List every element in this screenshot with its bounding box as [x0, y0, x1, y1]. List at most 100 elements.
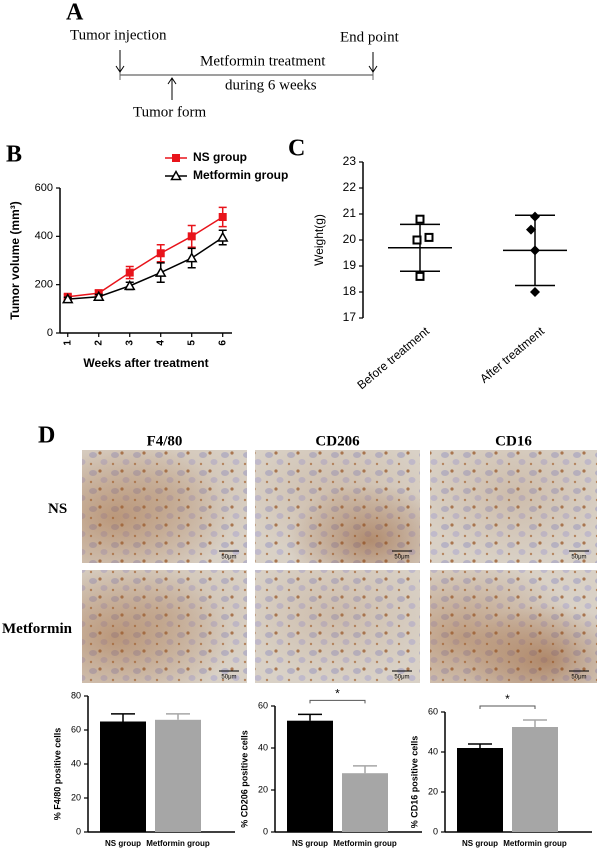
x-tick-label: 1 [62, 340, 73, 346]
stain-overlay [255, 450, 420, 563]
legend-label: Metformin group [193, 168, 288, 182]
y-tick-label: 23 [343, 154, 357, 168]
scale-bar-label: 50μm [394, 555, 409, 561]
timeline-label: Metformin treatment [200, 53, 326, 69]
y-tick-label: 60 [71, 724, 81, 734]
marker [415, 271, 425, 281]
series-line [67, 236, 224, 300]
significance-label: * [335, 687, 340, 701]
y-tick-label: 80 [71, 690, 81, 700]
y-tick-label: 20 [343, 232, 357, 246]
error-bar [468, 743, 492, 748]
significance-bracket [309, 699, 366, 704]
stain-overlay [82, 570, 247, 683]
y-tick-label: 0 [263, 826, 268, 836]
y-axis-label: Tumor volume (mm³) [8, 201, 22, 319]
stain-overlay [430, 570, 597, 683]
y-axis-label: % CD206 positive cells [239, 730, 249, 828]
timeline-label: Tumor form [133, 104, 207, 120]
y-tick-label: 19 [343, 258, 357, 272]
y-tick-label: 20 [258, 784, 268, 794]
bar [100, 721, 146, 832]
significance-label: * [505, 692, 510, 706]
x-tick-label: Metformin group [503, 839, 567, 848]
legend-marker [172, 154, 180, 162]
y-axis-label: % CD16 positive cells [409, 736, 419, 829]
panel-label: B [6, 142, 22, 168]
bar [457, 748, 503, 832]
significance-bracket [479, 705, 536, 709]
timeline-label: End point [340, 29, 400, 45]
x-tick-label: After treatment [477, 324, 547, 386]
scale-bar-label: 50μm [221, 555, 236, 561]
marker [61, 293, 74, 304]
y-tick-label: 0 [76, 826, 81, 836]
error-bar [111, 713, 135, 722]
x-tick-label: NS group [462, 839, 498, 848]
y-tick-label: 0 [47, 327, 53, 339]
y-tick-label: 60 [258, 700, 268, 710]
bar [287, 720, 333, 832]
bar [512, 727, 558, 832]
stain-overlay [82, 450, 247, 563]
y-tick-label: 40 [71, 758, 81, 768]
error-bar [353, 765, 377, 774]
x-tick-label: Before treatment [354, 324, 432, 393]
x-tick-label: 5 [186, 340, 197, 346]
arrow [368, 52, 378, 73]
bar [342, 773, 388, 832]
panel-label: A [66, 0, 84, 26]
scale-bar-label: 50μm [394, 675, 409, 681]
column-header: CD206 [315, 433, 360, 449]
x-tick-label: NS group [292, 839, 328, 848]
x-tick-label: Metformin group [146, 839, 210, 848]
error-bar [166, 713, 190, 720]
error-bar [298, 713, 322, 721]
x-tick-label: 6 [217, 340, 228, 346]
y-tick-label: 200 [35, 279, 53, 291]
panel-label: D [38, 423, 55, 449]
marker [125, 268, 134, 277]
stain-overlay [255, 570, 420, 683]
stain-overlay [430, 450, 597, 563]
marker [187, 232, 196, 241]
marker [415, 214, 425, 224]
y-tick-label: 20 [71, 792, 81, 802]
scale-bar-label: 50μm [221, 675, 236, 681]
histology-grid: F4/80 CD206 CD16 NS 50μm 50μm 50μm Metformin 50μ… [2, 433, 597, 683]
x-tick-label: 2 [93, 340, 104, 346]
series-line [67, 216, 224, 298]
marker [424, 232, 434, 242]
arrow [167, 77, 177, 100]
marker [530, 287, 540, 297]
panel-label: C [288, 136, 305, 162]
legend-label: NS group [193, 150, 247, 164]
y-tick-label: 17 [343, 310, 357, 324]
error-bar [523, 719, 547, 727]
marker [156, 249, 165, 258]
marker [154, 266, 167, 277]
x-tick-label: NS group [105, 839, 141, 848]
column-header: CD16 [495, 433, 532, 449]
column-header: F4/80 [147, 433, 183, 449]
x-tick-label: Metformin group [333, 839, 397, 848]
x-tick-label: 3 [124, 340, 135, 346]
marker [185, 252, 198, 263]
marker [526, 224, 536, 235]
y-tick-label: 40 [258, 742, 268, 752]
scale-bar-label: 50μm [571, 675, 586, 681]
bar [155, 719, 201, 832]
marker [216, 231, 229, 242]
y-tick-label: 600 [35, 182, 53, 194]
marker [530, 245, 540, 256]
sd-bar [400, 223, 440, 272]
y-tick-label: 22 [343, 180, 357, 194]
y-tick-label: 400 [35, 230, 53, 242]
x-tick-label: 4 [155, 340, 166, 346]
y-axis-label: Weight(g) [312, 214, 326, 266]
y-tick-label: 21 [343, 206, 357, 220]
y-axis-label: % F4/80 positive cells [52, 728, 62, 821]
marker [218, 213, 227, 221]
